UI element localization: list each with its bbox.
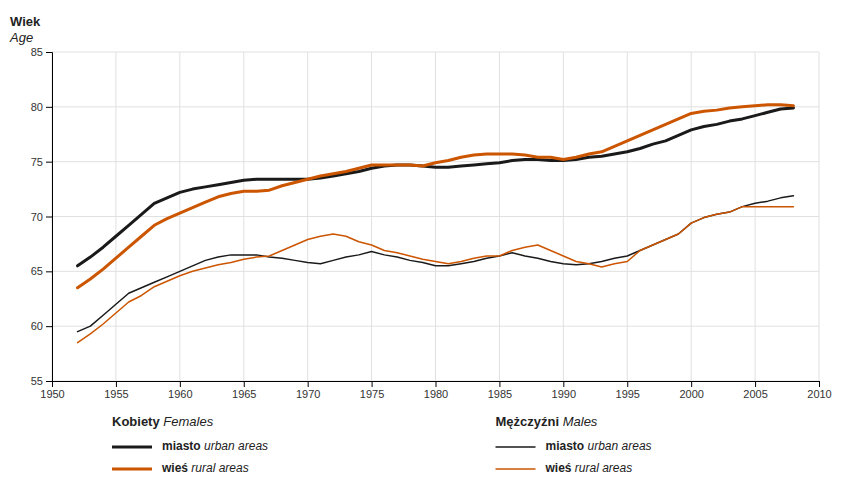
grid-line-y bbox=[52, 326, 819, 327]
x-axis-tick: 1970 bbox=[296, 381, 320, 400]
y-axis-tick-label: 80 bbox=[31, 101, 43, 113]
y-axis-tick-label: 70 bbox=[31, 211, 43, 223]
x-axis-tick-mark bbox=[308, 381, 309, 387]
grid-line-y bbox=[52, 271, 819, 272]
legend-entry: miasto urban areas bbox=[162, 439, 268, 453]
x-axis-tick-mark bbox=[755, 381, 756, 387]
grid-line-y bbox=[52, 52, 819, 53]
y-axis-tick-label: 55 bbox=[31, 375, 43, 387]
x-axis: 1950 1955 1960 1965 1970 1975 1980 1985 1990 1995… bbox=[40, 381, 831, 400]
series-line bbox=[78, 207, 794, 343]
x-axis-tick-mark bbox=[244, 381, 245, 387]
legend-entry: wieś rural areas bbox=[545, 461, 633, 475]
x-axis-tick: 1980 bbox=[424, 381, 448, 400]
y-axis-tick-mark bbox=[46, 381, 52, 382]
plot: 1950 1955 1960 1965 1970 1975 1980 1985 1990 1995… bbox=[31, 46, 832, 400]
y-axis-tick-label: 75 bbox=[31, 156, 43, 168]
legend-group: Mężczyźni Males miasto urban areas wieś ru… bbox=[496, 414, 652, 475]
y-axis: 55 60 65 70 75 80 85 bbox=[31, 46, 53, 387]
x-axis-tick-mark bbox=[372, 381, 373, 387]
legend-entry: miasto urban areas bbox=[546, 439, 652, 453]
x-axis-tick-mark bbox=[180, 381, 181, 387]
y-axis-tick-mark bbox=[46, 271, 52, 272]
x-axis-tick-label: 1985 bbox=[488, 388, 512, 400]
x-axis-tick-label: 2000 bbox=[679, 388, 703, 400]
legend-entry: wieś rural areas bbox=[161, 461, 249, 475]
y-axis-tick-label: 65 bbox=[31, 265, 43, 277]
legend-group: Kobiety Females miasto urban areas wieś ru… bbox=[112, 414, 268, 475]
x-axis-tick-label: 1995 bbox=[616, 388, 640, 400]
x-axis-tick: 1990 bbox=[552, 381, 576, 400]
y-axis-tick-mark bbox=[46, 52, 52, 53]
y-label-line: Wiek bbox=[10, 14, 41, 29]
x-axis-tick-mark bbox=[691, 381, 692, 387]
x-axis-tick-label: 1975 bbox=[360, 388, 384, 400]
x-axis-tick-label: 1955 bbox=[104, 388, 128, 400]
legend: Kobiety Females miasto urban areas wieś ru… bbox=[112, 414, 652, 475]
y-axis-tick: 75 bbox=[31, 156, 52, 168]
y-axis-tick-mark bbox=[46, 162, 52, 163]
y-axis-tick: 65 bbox=[31, 265, 52, 277]
x-axis-tick-mark bbox=[627, 381, 628, 387]
legend-swatch bbox=[496, 446, 536, 448]
x-axis-tick: 1965 bbox=[232, 381, 256, 400]
y-axis-tick: 60 bbox=[31, 320, 52, 332]
y-axis-tick: 80 bbox=[31, 101, 52, 113]
legend-group-title: Mężczyźni Males bbox=[496, 414, 598, 429]
y-axis-tick-label: 85 bbox=[31, 46, 43, 58]
grid-line-y bbox=[52, 106, 819, 107]
x-axis-tick-label: 1960 bbox=[168, 388, 192, 400]
x-axis-tick-mark bbox=[563, 381, 564, 387]
x-axis-tick: 1950 bbox=[40, 381, 64, 400]
legend-swatch bbox=[496, 468, 536, 470]
x-axis-tick: 1960 bbox=[168, 381, 192, 400]
x-axis-tick: 1985 bbox=[488, 381, 512, 400]
series-line bbox=[78, 105, 794, 288]
y-axis-line bbox=[46, 53, 53, 382]
x-axis-tick-label: 2005 bbox=[743, 388, 767, 400]
x-axis-tick-mark bbox=[499, 381, 500, 387]
legend-swatch bbox=[112, 446, 152, 449]
x-axis-line bbox=[53, 382, 820, 388]
series-group bbox=[78, 105, 794, 343]
y-axis-tick-mark bbox=[46, 217, 52, 218]
x-axis-tick-label: 1990 bbox=[552, 388, 576, 400]
y-label: WiekAge bbox=[9, 14, 41, 45]
y-axis-tick: 70 bbox=[31, 211, 52, 223]
x-axis-tick: 2005 bbox=[743, 381, 767, 400]
y-axis-tick: 55 bbox=[31, 375, 52, 387]
x-axis-tick-label: 2010 bbox=[807, 388, 831, 400]
x-axis-tick-mark bbox=[436, 381, 437, 387]
y-axis-tick-label: 60 bbox=[31, 320, 43, 332]
x-axis-tick: 2010 bbox=[807, 381, 831, 400]
legend-group-title: Kobiety Females bbox=[112, 414, 214, 429]
x-axis-tick-label: 1970 bbox=[296, 388, 320, 400]
y-axis-tick: 85 bbox=[31, 46, 52, 58]
x-axis-tick-mark bbox=[819, 381, 820, 387]
x-axis-tick-label: 1965 bbox=[232, 388, 256, 400]
x-axis-tick: 1955 bbox=[104, 381, 128, 400]
y-axis-tick-mark bbox=[46, 107, 52, 108]
series-line bbox=[78, 108, 794, 266]
x-axis-tick-label: 1950 bbox=[40, 388, 64, 400]
grid bbox=[52, 52, 819, 381]
x-axis-tick: 1995 bbox=[616, 381, 640, 400]
x-axis-tick-mark bbox=[116, 381, 117, 387]
chart: 1950 1955 1960 1965 1970 1975 1980 1985 1990 1995… bbox=[0, 0, 843, 503]
y-axis-tick-mark bbox=[46, 326, 52, 327]
series-line bbox=[78, 196, 794, 332]
x-axis-tick: 2000 bbox=[679, 381, 703, 400]
x-axis-tick-label: 1980 bbox=[424, 388, 448, 400]
legend-swatch bbox=[112, 468, 152, 471]
y-label-line: Age bbox=[9, 30, 33, 45]
x-axis-tick: 1975 bbox=[360, 381, 384, 400]
